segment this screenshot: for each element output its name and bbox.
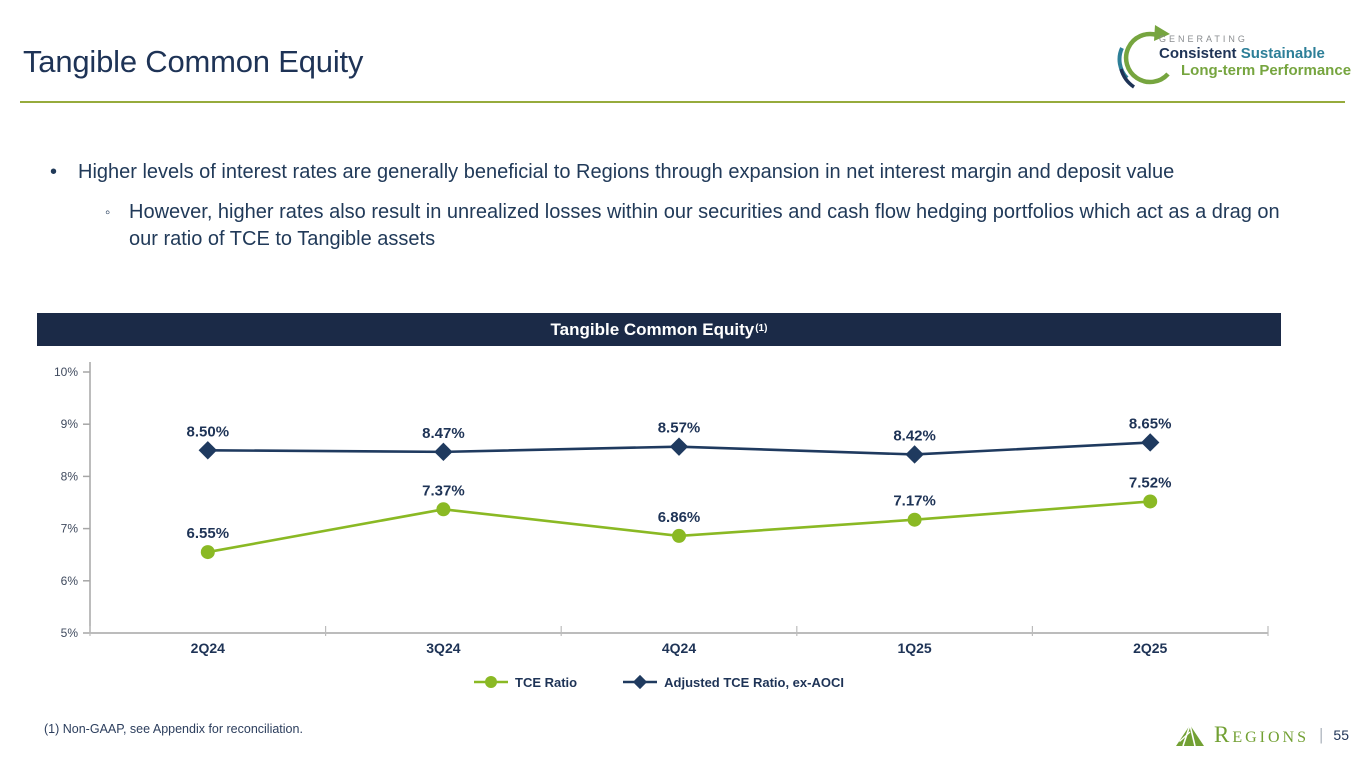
data-label: 8.42% — [893, 427, 936, 444]
y-tick-label: 9% — [61, 417, 79, 431]
y-tick-label: 10% — [54, 365, 78, 379]
data-label: 8.57% — [658, 420, 701, 437]
chart-title: Tangible Common Equity — [550, 319, 755, 339]
data-point-circle — [907, 512, 922, 527]
data-label: 7.37% — [422, 482, 465, 499]
regions-pyramid-icon — [1175, 724, 1204, 746]
bullet-marker: • — [50, 161, 58, 183]
legend-diamond-marker-icon — [623, 674, 658, 690]
footer: Regions | 55 — [1175, 722, 1349, 747]
swoosh-arrow-icon — [1117, 25, 1170, 89]
tce-line-chart: 5% 6% 7% 8% 9% 10% 2Q24 3Q24 4Q24 1Q25 2Q25 6.55% 7.… — [54, 362, 1269, 656]
legend-item: Adjusted TCE Ratio, ex-AOCI — [623, 674, 844, 690]
bullet-main-text: Higher levels of interest rates are gene… — [78, 161, 1175, 183]
brand-lockup: GENERATING Consistent Sustainable Long-t… — [1117, 20, 1351, 98]
brand-line-generating: GENERATING — [1159, 34, 1248, 44]
data-point-diamond — [1141, 433, 1160, 452]
bullet-sub-text: However, higher rates also result in unr… — [129, 201, 1280, 250]
legend-item: TCE Ratio — [474, 674, 577, 690]
data-point-circle — [1143, 494, 1158, 509]
legend-label: TCE Ratio — [515, 674, 578, 690]
page-number: 55 — [1333, 727, 1349, 743]
data-point-circle — [436, 502, 451, 517]
bullet-sub: ◦ However, higher rates also result in u… — [105, 199, 1290, 253]
x-category-label: 1Q25 — [897, 640, 931, 656]
legend-circle-marker-icon — [474, 676, 508, 688]
x-category-label: 3Q24 — [426, 640, 460, 656]
data-label: 6.55% — [187, 525, 230, 542]
chart-title-superscript: (1) — [755, 323, 768, 334]
data-label: 8.47% — [422, 425, 465, 442]
data-point-diamond — [669, 437, 689, 456]
y-tick-label: 8% — [61, 469, 79, 483]
brand-word-consistent: Consistent — [1159, 45, 1237, 62]
data-point-circle — [200, 545, 215, 560]
brand-line-consistent-sustainable: Consistent Sustainable — [1159, 45, 1351, 62]
data-label: 6.86% — [658, 509, 701, 526]
x-category-label: 4Q24 — [662, 640, 696, 656]
data-label: 7.52% — [1129, 474, 1172, 491]
chart-legend: TCE Ratio Adjusted TCE Ratio, ex-AOCI — [37, 674, 1281, 690]
y-tick-label: 7% — [61, 522, 79, 536]
x-category-label: 2Q24 — [191, 640, 225, 656]
y-tick-label: 6% — [61, 574, 79, 588]
data-point-circle — [672, 528, 686, 543]
data-label: 8.65% — [1129, 415, 1172, 432]
y-tick-label: 5% — [61, 626, 79, 640]
data-point-diamond — [434, 442, 453, 462]
brand-line-longterm-performance: Long-term Performance — [1181, 62, 1352, 79]
footnote: (1) Non-GAAP, see Appendix for reconcili… — [44, 722, 303, 736]
brand-word-sustainable: Sustainable — [1240, 45, 1325, 62]
data-point-diamond — [198, 441, 217, 460]
footer-separator: | — [1319, 725, 1324, 744]
chart-title-bar: Tangible Common Equity (1) — [37, 313, 1281, 346]
legend-label: Adjusted TCE Ratio, ex-AOCI — [664, 674, 844, 690]
bullet-main: • Higher levels of interest rates are ge… — [50, 159, 1320, 186]
regions-wordmark: Regions — [1213, 722, 1309, 747]
sub-bullet-marker: ◦ — [105, 204, 111, 221]
x-category-label: 2Q25 — [1133, 640, 1167, 656]
title-divider — [20, 101, 1345, 103]
data-label: 7.17% — [893, 493, 936, 510]
page-title: Tangible Common Equity — [23, 44, 364, 79]
data-point-diamond — [905, 445, 924, 464]
data-label: 8.50% — [187, 423, 230, 440]
